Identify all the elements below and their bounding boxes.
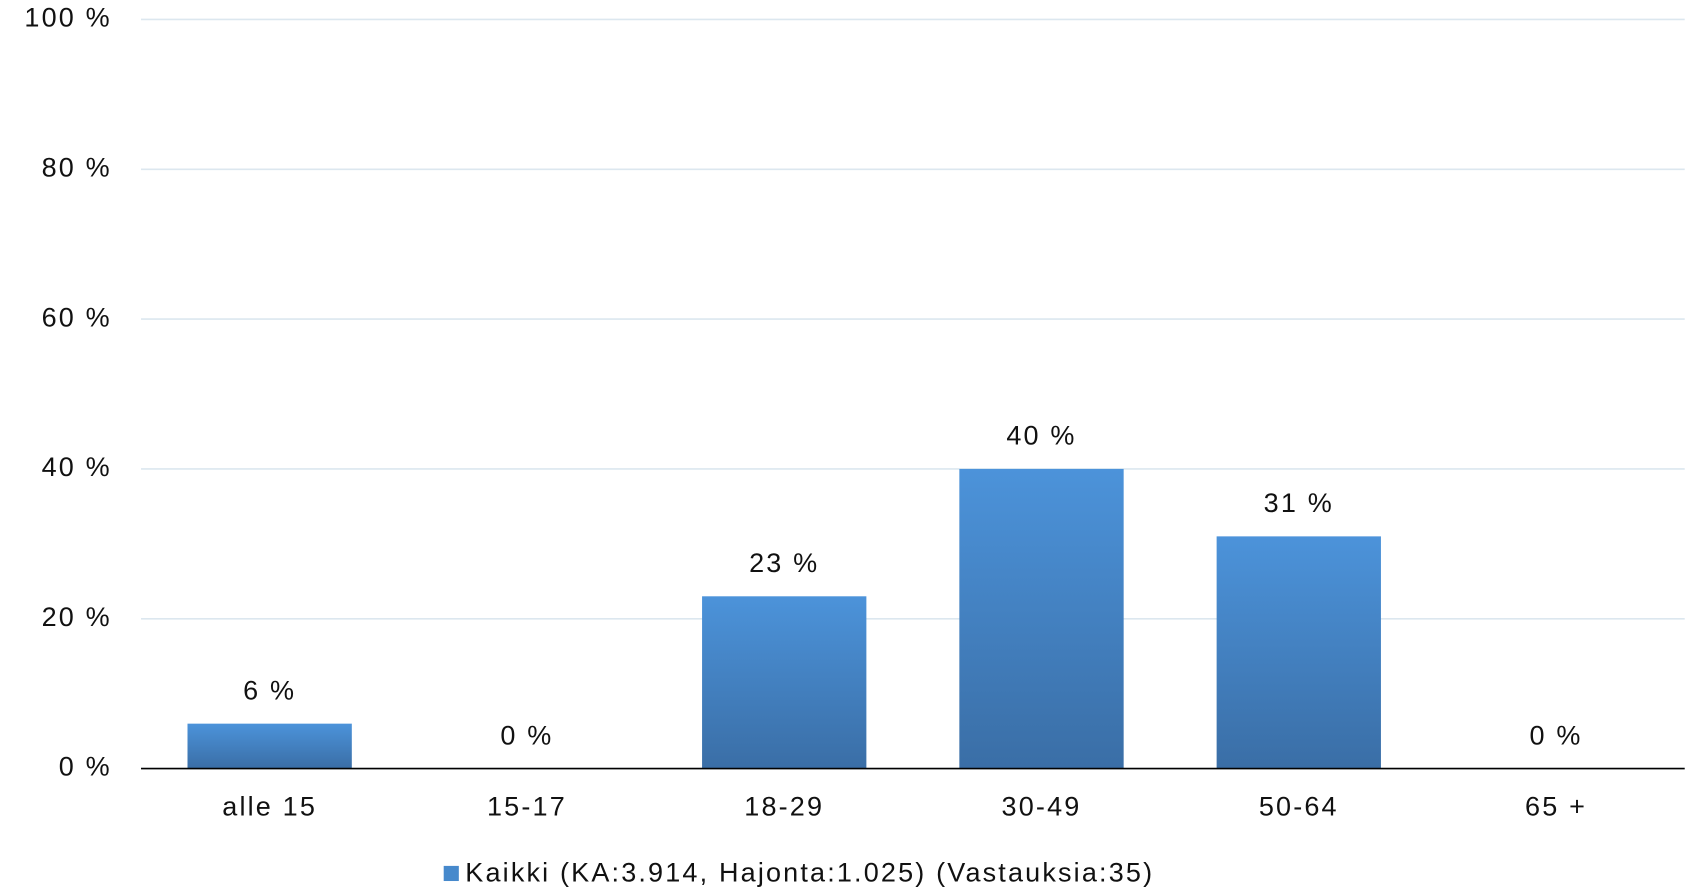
y-tick-label: 40 % xyxy=(42,452,112,482)
x-tick-label: 30-49 xyxy=(1002,792,1082,822)
legend-label: Kaikki (KA:3.914, Hajonta:1.025) (Vastau… xyxy=(465,858,1154,888)
bar xyxy=(1216,536,1381,769)
bar xyxy=(959,468,1124,769)
y-tick-label: 0 % xyxy=(59,752,112,782)
x-tick-label: 18-29 xyxy=(744,792,824,822)
bar xyxy=(702,596,867,769)
y-tick-label: 80 % xyxy=(42,152,112,182)
value-label: 31 % xyxy=(1264,488,1334,518)
x-tick-label: 50-64 xyxy=(1259,792,1339,822)
x-tick-label: 65 + xyxy=(1525,792,1587,822)
value-label: 0 % xyxy=(500,720,553,750)
y-tick-label: 100 % xyxy=(24,3,111,33)
x-tick-label: alle 15 xyxy=(222,792,317,822)
value-label: 23 % xyxy=(749,548,819,578)
value-label: 6 % xyxy=(243,675,296,705)
value-label: 40 % xyxy=(1006,421,1076,451)
value-label: 0 % xyxy=(1530,720,1583,750)
x-tick-label: 15-17 xyxy=(487,792,567,822)
legend-swatch xyxy=(443,865,459,882)
y-tick-label: 60 % xyxy=(42,302,112,332)
y-tick-label: 20 % xyxy=(42,602,112,632)
bar xyxy=(187,723,352,769)
